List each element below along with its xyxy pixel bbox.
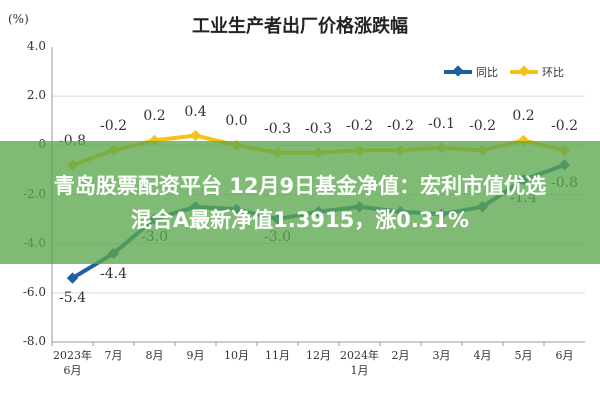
data-point-mom: [189, 129, 202, 142]
y-tick-label: -6.0: [22, 284, 46, 299]
y-tick-label: 4.0: [26, 39, 46, 53]
data-label-mom: -0.1: [428, 115, 455, 132]
legend: 同比 环比: [444, 64, 576, 80]
x-tick-label: 7月: [104, 349, 123, 362]
y-tick-label: 2.0: [26, 88, 46, 103]
legend-label-mom: 环比: [542, 66, 564, 79]
x-tick-label: 10月: [224, 349, 249, 362]
legend-item-yoy: 同比: [444, 64, 498, 80]
x-tick-label: 8月: [145, 349, 164, 362]
data-label-mom: -0.2: [387, 118, 414, 135]
x-tick-label: 2023年 6月: [53, 349, 92, 377]
data-label-mom: 0.0: [225, 113, 248, 130]
banner-line-1: 青岛股票配资平台 12月9日基金净值：宏利市值优选: [53, 173, 547, 198]
data-label-mom: -0.2: [551, 118, 578, 135]
x-tick-label: 3月: [432, 349, 451, 362]
y-tick-label: -8.0: [22, 334, 46, 348]
x-tick-label: 6月: [555, 349, 574, 362]
chart-title: 工业生产者出厂价格涨跌幅: [192, 16, 408, 37]
legend-swatch-mom: [510, 70, 538, 74]
x-tick-label: 2月: [391, 349, 410, 362]
x-tick-label: 5月: [514, 349, 533, 362]
overlay-banner[interactable]: 青岛股票配资平台 12月9日基金净值：宏利市值优选 混合A最新净值1.3915，…: [0, 141, 600, 264]
x-tick-label: 11月: [265, 349, 290, 362]
data-label-mom: 0.2: [143, 108, 166, 125]
data-label-yoy: -4.4: [100, 265, 127, 282]
data-label-mom: -0.2: [100, 118, 127, 135]
legend-item-mom: 环比: [510, 64, 564, 80]
data-label-mom: -0.3: [305, 120, 332, 137]
y-unit-label: (%): [8, 12, 29, 26]
data-label-mom: -0.2: [469, 118, 496, 135]
x-tick-label: 12月: [306, 349, 331, 362]
data-label-mom: -0.3: [264, 120, 291, 137]
x-tick-label: 9月: [186, 349, 205, 362]
legend-label-yoy: 同比: [476, 66, 498, 79]
data-label-mom: 0.2: [512, 108, 535, 125]
data-label-mom: 0.4: [184, 103, 207, 120]
data-label-yoy: -5.4: [59, 290, 86, 307]
x-tick-label: 2024年 1月: [340, 349, 379, 377]
banner-line-2: 混合A最新净值1.3915，涨0.31%: [130, 207, 470, 232]
data-label-mom: -0.2: [346, 118, 373, 135]
legend-swatch-yoy: [444, 70, 472, 74]
x-tick-label: 4月: [473, 349, 492, 362]
